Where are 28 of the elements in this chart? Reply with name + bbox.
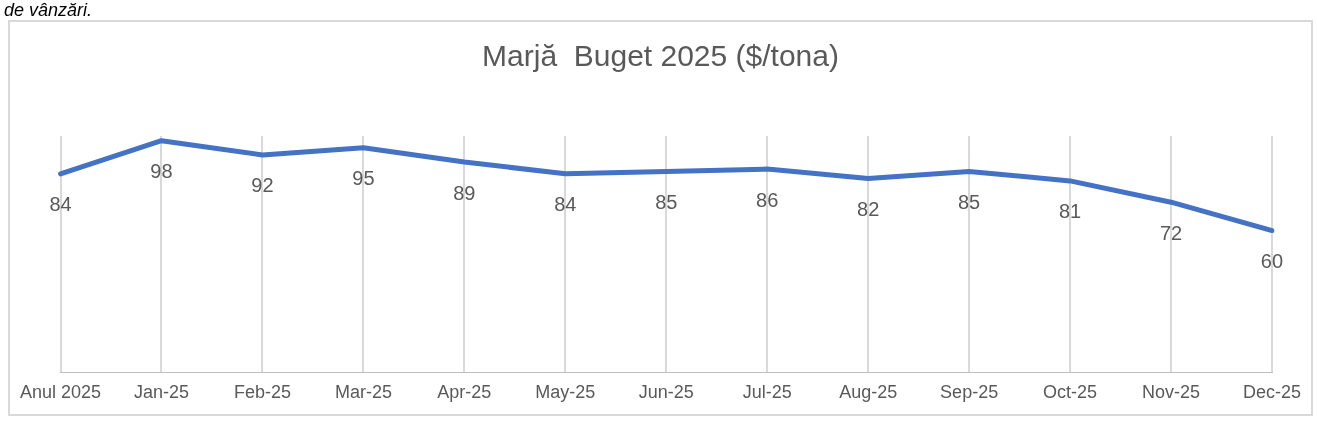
x-tick-label: Jun-25 (638, 382, 694, 403)
data-label: 86 (756, 188, 779, 211)
x-tick-label: Oct-25 (1043, 382, 1098, 403)
x-tick-label: Apr-25 (437, 382, 492, 403)
data-label: 98 (150, 160, 173, 183)
x-tick-label: Sep-25 (940, 382, 999, 403)
data-label: 60 (1260, 250, 1284, 273)
x-tick-label: Jan-25 (133, 382, 190, 403)
data-label: 89 (453, 181, 476, 204)
x-tick-label: Nov-25 (1142, 382, 1201, 403)
x-tick-label: Jul-25 (742, 382, 792, 403)
data-label: 84 (49, 193, 72, 216)
chart-title: Marjă Buget 2025 ($/tona) (482, 39, 839, 73)
data-label: 84 (554, 193, 577, 216)
x-tick-label: Aug-25 (839, 382, 898, 403)
x-tick-label: Feb-25 (233, 382, 291, 403)
text: de vânzări. (3, 0, 94, 20)
data-label: 85 (958, 190, 981, 213)
x-tick-label: Dec-25 (1242, 382, 1301, 403)
data-label: 92 (251, 174, 274, 197)
data-label: 95 (352, 167, 375, 190)
data-label: 85 (655, 190, 678, 213)
data-label: 82 (857, 198, 880, 221)
x-tick-label: May-25 (535, 382, 596, 403)
x-tick-label: Mar-25 (334, 382, 392, 403)
data-label: 81 (1058, 200, 1082, 223)
x-tick-label: Anul 2025 (20, 382, 102, 403)
data-label: 72 (1159, 221, 1183, 244)
